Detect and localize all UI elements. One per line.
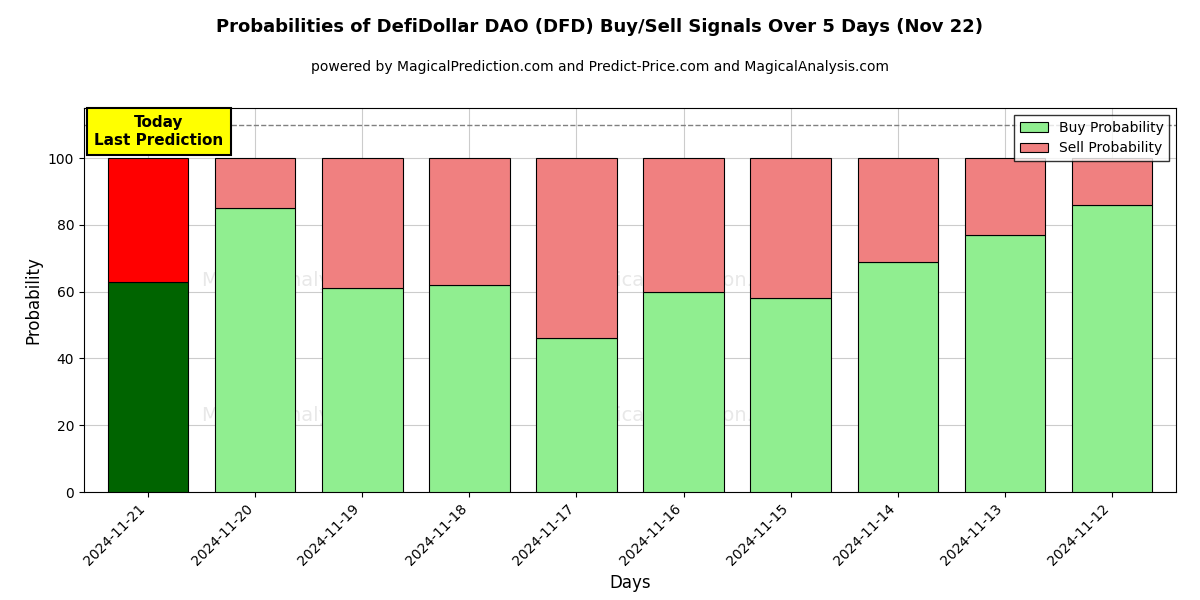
Bar <box>1072 205 1152 492</box>
Bar <box>430 285 510 492</box>
Text: MagicalPrediction.com: MagicalPrediction.com <box>575 271 794 290</box>
Bar <box>215 158 295 208</box>
Bar <box>536 338 617 492</box>
Bar <box>1072 158 1152 205</box>
Bar <box>750 298 830 492</box>
Text: Today
Last Prediction: Today Last Prediction <box>95 115 223 148</box>
Text: MagicalPrediction.com: MagicalPrediction.com <box>575 406 794 425</box>
Bar <box>323 158 402 289</box>
Legend: Buy Probability, Sell Probability: Buy Probability, Sell Probability <box>1014 115 1169 161</box>
Text: MagicalAnalysis.com: MagicalAnalysis.com <box>202 271 403 290</box>
Text: powered by MagicalPrediction.com and Predict-Price.com and MagicalAnalysis.com: powered by MagicalPrediction.com and Pre… <box>311 60 889 74</box>
Bar <box>643 158 724 292</box>
Bar <box>323 289 402 492</box>
Bar <box>430 158 510 285</box>
Bar <box>643 292 724 492</box>
Text: Probabilities of DefiDollar DAO (DFD) Buy/Sell Signals Over 5 Days (Nov 22): Probabilities of DefiDollar DAO (DFD) Bu… <box>216 18 984 36</box>
Bar <box>108 281 188 492</box>
Bar <box>750 158 830 298</box>
Bar <box>215 208 295 492</box>
Bar <box>965 235 1045 492</box>
Y-axis label: Probability: Probability <box>24 256 42 344</box>
Bar <box>858 158 937 262</box>
Text: MagicalAnalysis.com: MagicalAnalysis.com <box>202 406 403 425</box>
Bar <box>108 158 188 281</box>
Bar <box>965 158 1045 235</box>
X-axis label: Days: Days <box>610 574 650 592</box>
Bar <box>536 158 617 338</box>
Bar <box>858 262 937 492</box>
